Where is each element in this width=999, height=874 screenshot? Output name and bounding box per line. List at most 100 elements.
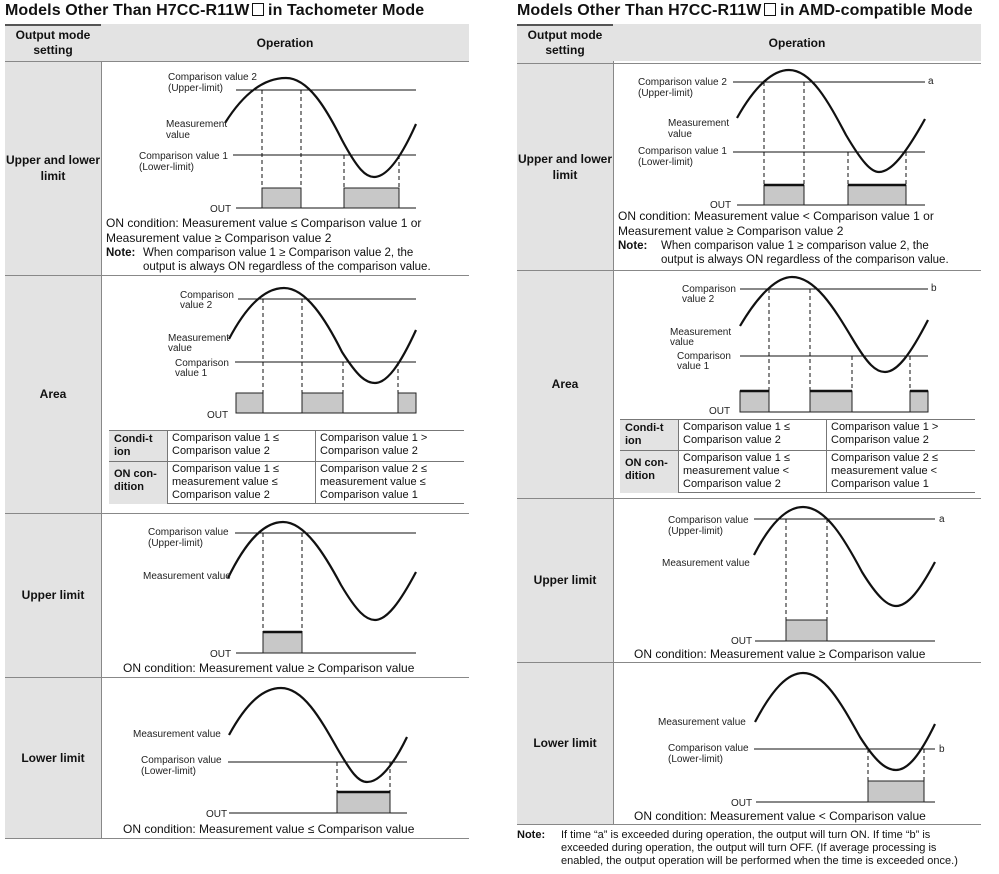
measurement-wave — [228, 286, 418, 385]
out-pulse — [867, 780, 925, 803]
square-symbol-icon — [251, 3, 264, 16]
table-part: ON con-dition — [625, 457, 668, 482]
diagram-label: b — [939, 744, 945, 755]
right-header-operation: Operation — [768, 35, 826, 50]
diagram-label: Comparison value — [668, 515, 749, 526]
diagram-label: Comparison — [677, 351, 731, 362]
on-b: Comparison value 2 ≤ measurement value <… — [831, 452, 938, 490]
left-ul-condition-1: ON condition: Measurement value ≤ Compar… — [106, 216, 422, 230]
left-ul-note-2: output is always ON regardless of the co… — [143, 261, 431, 273]
out-pulse — [235, 392, 264, 414]
divider — [613, 24, 614, 824]
left-ul-note-label: Note: — [106, 247, 136, 259]
cond-b: Comparison value 1 > Comparison value 2 — [320, 432, 428, 457]
divider — [517, 270, 981, 271]
right-header-mode: Output mode setting — [527, 28, 603, 57]
right-ul-note-label: Note: — [618, 240, 648, 252]
out-pulse — [785, 619, 828, 642]
measurement-wave — [739, 275, 929, 374]
diagram-label: OUT — [210, 649, 231, 660]
label-cv1: Comparison value 1 — [139, 151, 228, 162]
diagram-label: Comparison — [682, 284, 736, 295]
left-area-condition-table: Condi-tion Comparison value 1 ≤ Comparis… — [109, 430, 464, 504]
right-upper-condition: ON condition: Measurement value ≥ Compar… — [634, 647, 926, 661]
label-cv2-sub: (Upper-limit) — [168, 83, 223, 94]
diagram-label: value — [668, 129, 692, 140]
on-b: Comparison value 2 ≤ measurement value ≤… — [320, 463, 427, 501]
diagram-label: (Lower-limit) — [668, 754, 723, 765]
right-ul-note-2: output is always ON regardless of the co… — [661, 254, 949, 266]
diagram-label: OUT — [710, 200, 731, 211]
table-part: Condi-tion — [620, 420, 678, 450]
divider — [5, 275, 469, 276]
diagram-label: value 2 — [682, 294, 715, 305]
right-label-upper: Upper limit — [533, 573, 597, 587]
diagram-label: (Upper-limit) — [148, 538, 203, 549]
measurement-wave — [227, 520, 417, 622]
left-header-bg — [101, 24, 469, 61]
measurement-wave — [224, 76, 418, 179]
left-ul-condition-2: Measurement value ≥ Comparison value 2 — [106, 231, 332, 245]
diagram-label: Comparison value 1 — [638, 146, 727, 157]
left-upper-condition: ON condition: Measurement value ≥ Compar… — [123, 661, 415, 675]
diagram-label: Comparison — [180, 290, 234, 301]
left-label-upper: Upper limit — [21, 588, 85, 602]
out-pulse — [343, 187, 400, 209]
square-symbol-icon — [763, 3, 776, 16]
divider — [517, 498, 981, 499]
diagram-label: Comparison value — [668, 743, 749, 754]
table-part: ON con-dition — [620, 451, 678, 493]
on-a: Comparison value 1 ≤ measurement value <… — [683, 452, 790, 490]
diagram-label: a — [928, 76, 934, 87]
left-title-suffix: in Tachometer Mode — [263, 2, 425, 19]
bottom-note-1: If time “a” is exceeded during operation… — [561, 829, 931, 841]
table-part: ON con-dition — [114, 468, 157, 493]
diagram-label: (Lower-limit) — [638, 157, 693, 168]
right-ul-note-1: When comparison value 1 ≥ comparison val… — [661, 240, 929, 252]
diagram-label: value 1 — [677, 361, 710, 372]
left-header-mode: Output mode setting — [15, 28, 91, 57]
diagram-label: OUT — [731, 636, 752, 647]
diagram-label: (Upper-limit) — [668, 526, 723, 537]
diagram-label: b — [931, 283, 937, 294]
divider — [517, 63, 981, 64]
divider — [517, 662, 981, 663]
label-mv2: value — [166, 130, 190, 141]
diagram-label: OUT — [206, 809, 227, 820]
left-mode-column — [5, 24, 101, 838]
right-title-suffix: in AMD-compatible Mode — [775, 2, 973, 19]
diagram-label: Measurement value — [143, 571, 231, 582]
left-ul-note-1: When comparison value 1 ≥ Comparison val… — [143, 247, 414, 259]
left-label-lower: Lower limit — [21, 750, 85, 765]
right-title: Models Other Than H7CC-R11W in AMD-compa… — [517, 2, 973, 20]
left-lower-condition: ON condition: Measurement value ≤ Compar… — [123, 822, 415, 836]
diagram-label: OUT — [731, 798, 752, 809]
divider — [101, 24, 102, 838]
right-header-bg — [613, 24, 981, 61]
right-lower-condition: ON condition: Measurement value < Compar… — [634, 809, 926, 823]
label-cv1-sub: (Lower-limit) — [139, 162, 194, 173]
divider — [5, 513, 469, 514]
diagram-label: value — [168, 343, 192, 354]
table-part: Condi-tion — [625, 422, 664, 447]
table-part — [620, 450, 975, 451]
diagram-label: value 1 — [175, 368, 208, 379]
right-label-upper-lower: Upper and lower limit — [517, 151, 612, 182]
diagram-label: Measurement value — [133, 729, 221, 740]
cond-b: Comparison value 1 > Comparison value 2 — [831, 421, 939, 446]
left-label-area: Area — [39, 387, 67, 401]
right-label-lower: Lower limit — [533, 736, 597, 750]
left-title-text: Models Other Than H7CC-R11W — [5, 2, 250, 19]
measurement-wave — [753, 505, 936, 608]
left-header-operation: Operation — [256, 35, 314, 50]
diagram-label: Measurement — [168, 333, 229, 344]
diagram-label: Measurement — [670, 327, 731, 338]
bottom-note-label: Note: — [517, 829, 546, 841]
diagram-label: OUT — [207, 410, 228, 421]
